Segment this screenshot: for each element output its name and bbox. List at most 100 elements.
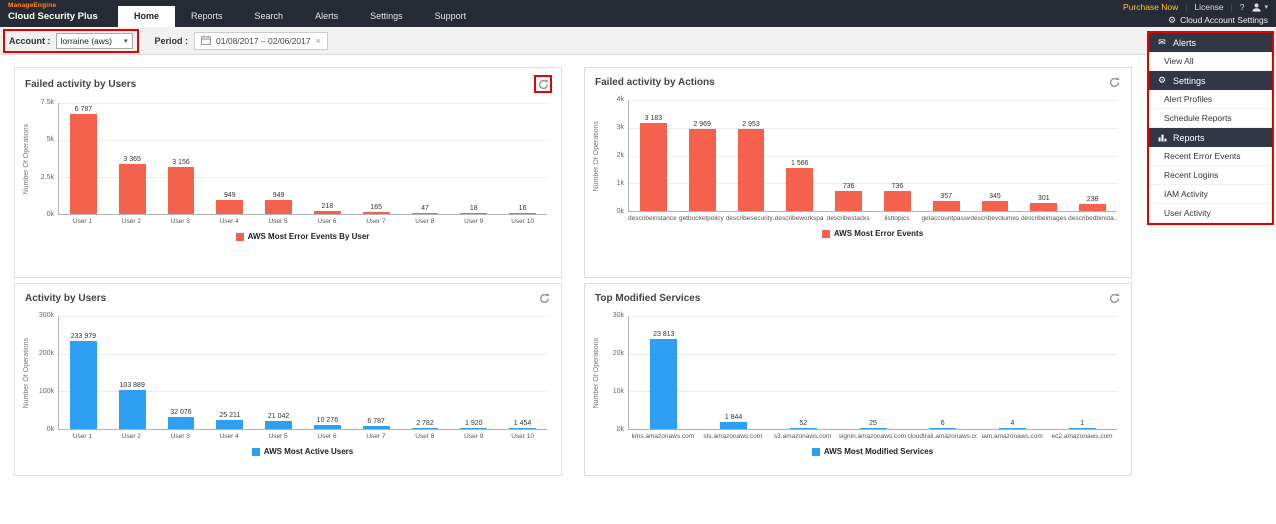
purchase-now-link[interactable]: Purchase Now bbox=[1123, 2, 1179, 12]
chart-bar[interactable] bbox=[509, 428, 536, 429]
bar-group: 301 bbox=[1019, 100, 1068, 211]
x-axis-label: User 3 bbox=[170, 433, 190, 440]
chart-bar[interactable] bbox=[460, 213, 488, 214]
x-axis-label: User 7 bbox=[366, 433, 386, 440]
cloud-account-settings-link[interactable]: ⚙ Cloud Account Settings bbox=[1168, 15, 1268, 26]
account-select[interactable]: lorraine (aws) ▾ bbox=[55, 32, 133, 49]
x-axis-label: describesecurity... bbox=[725, 215, 775, 222]
x-axis-label: User 10 bbox=[511, 433, 534, 440]
chart-bar[interactable] bbox=[265, 199, 292, 214]
bar-value-label: 218 bbox=[321, 202, 334, 210]
license-link[interactable]: License bbox=[1194, 2, 1224, 12]
y-axis-title: Number Of Operations bbox=[593, 120, 600, 192]
chart-bar[interactable] bbox=[789, 428, 817, 429]
chart-bar[interactable] bbox=[265, 421, 292, 429]
refresh-button[interactable] bbox=[1107, 291, 1122, 306]
bar-value-label: 1 bbox=[1080, 420, 1085, 428]
plot-area: 3 183 2 969 2 953 1 566 736 736 357 345 301 238 bbox=[628, 100, 1117, 212]
chart-bar[interactable] bbox=[216, 199, 244, 214]
x-axis-label: User 5 bbox=[268, 433, 288, 440]
nav-tab-search[interactable]: Search bbox=[254, 11, 284, 21]
refresh-button[interactable] bbox=[537, 291, 552, 306]
bar-value-label: 6 bbox=[940, 420, 945, 428]
sidebar-item-recent-error-events[interactable]: Recent Error Events bbox=[1149, 147, 1272, 166]
chart-bar[interactable] bbox=[981, 201, 1009, 211]
y-axis-tick: 3k bbox=[616, 124, 624, 131]
bar-value-label: 52 bbox=[799, 420, 808, 428]
bar-chart-modified-services: Number Of Operations 30k 20k 10k 0k 23 813 1 8… bbox=[585, 312, 1131, 456]
nav-tab-home[interactable]: Home bbox=[118, 6, 176, 27]
bar-value-label: 238 bbox=[1086, 196, 1099, 204]
user-menu[interactable]: ▾ bbox=[1251, 2, 1268, 13]
chart-bar[interactable] bbox=[411, 427, 439, 429]
nav-tab-reports[interactable]: Reports bbox=[191, 11, 223, 21]
chart-bar[interactable] bbox=[1079, 204, 1106, 211]
chart-bar[interactable] bbox=[118, 164, 146, 214]
x-axis-label: User 8 bbox=[415, 433, 435, 440]
x-axis-label: User 7 bbox=[366, 218, 386, 225]
chart-bar[interactable] bbox=[362, 211, 390, 214]
chart-bar[interactable] bbox=[411, 213, 439, 214]
refresh-button[interactable] bbox=[534, 75, 552, 93]
sidebar-item-user-activity[interactable]: User Activity bbox=[1149, 204, 1272, 223]
sidebar-item-view-all[interactable]: View All bbox=[1149, 52, 1272, 71]
gridline bbox=[59, 316, 547, 317]
chart-bar[interactable] bbox=[688, 128, 716, 211]
chart-bar[interactable] bbox=[932, 201, 960, 211]
y-axis-tick: 0k bbox=[616, 208, 624, 215]
sidebar-header-reports[interactable]: Reports bbox=[1149, 128, 1272, 147]
x-axis-label: describevolumes bbox=[970, 215, 1020, 222]
chart-bar[interactable] bbox=[639, 122, 667, 211]
cloud-account-settings-label: Cloud Account Settings bbox=[1180, 15, 1268, 25]
chart-bar[interactable] bbox=[1068, 428, 1096, 429]
brand-manageengine: ManageEngine bbox=[8, 2, 57, 9]
sidebar-item-schedule-reports[interactable]: Schedule Reports bbox=[1149, 109, 1272, 128]
chart-bar[interactable] bbox=[883, 190, 911, 211]
chart-icon bbox=[1157, 133, 1167, 142]
y-axis-tick: 200k bbox=[38, 349, 54, 357]
sidebar-header-settings[interactable]: ⚙ Settings bbox=[1149, 71, 1272, 90]
chart-bar[interactable] bbox=[69, 340, 97, 429]
y-axis-tick: 10k bbox=[612, 387, 624, 395]
bar-group: 2 782 bbox=[401, 316, 450, 429]
y-axis: 300k 200k 100k 0k bbox=[32, 312, 58, 433]
bar-group: 52 bbox=[768, 316, 838, 429]
chart-bar[interactable] bbox=[362, 426, 390, 429]
chart-bar[interactable] bbox=[167, 167, 195, 214]
nav-tab-support[interactable]: Support bbox=[434, 11, 467, 21]
date-range-picker[interactable]: 01/08/2017 – 02/06/2017 × bbox=[194, 31, 328, 50]
refresh-button[interactable] bbox=[1107, 75, 1122, 90]
chart-bar[interactable] bbox=[460, 428, 488, 429]
chart-bar[interactable] bbox=[859, 428, 887, 429]
nav-tab-settings[interactable]: Settings bbox=[370, 11, 403, 21]
chart-bar[interactable] bbox=[720, 422, 748, 429]
nav-tab-alerts[interactable]: Alerts bbox=[315, 11, 339, 21]
chart-bar[interactable] bbox=[835, 190, 862, 211]
chart-bar[interactable] bbox=[929, 428, 957, 429]
chart-bar[interactable] bbox=[118, 389, 146, 429]
bar-group: 218 bbox=[303, 103, 352, 214]
chart-bar[interactable] bbox=[509, 213, 536, 214]
chart-bar[interactable] bbox=[216, 419, 244, 429]
sidebar-item-recent-logins[interactable]: Recent Logins bbox=[1149, 166, 1272, 185]
chart-bar[interactable] bbox=[313, 210, 341, 214]
x-axis-label: User 9 bbox=[464, 433, 484, 440]
chart-bar[interactable] bbox=[650, 339, 678, 429]
chart-title: Failed activity by Users bbox=[25, 78, 137, 90]
clear-icon[interactable]: × bbox=[315, 35, 321, 46]
chart-bar[interactable] bbox=[998, 428, 1026, 429]
bar-group: 949 bbox=[205, 103, 254, 214]
chart-bar[interactable] bbox=[786, 167, 814, 211]
chart-bar[interactable] bbox=[167, 416, 195, 429]
chart-legend: AWS Most Active Users bbox=[58, 447, 547, 456]
chart-bar[interactable] bbox=[1030, 202, 1058, 211]
chart-bar[interactable] bbox=[313, 425, 341, 429]
help-icon[interactable]: ? bbox=[1239, 2, 1245, 12]
bar-group: 25 bbox=[838, 316, 908, 429]
sidebar-header-alerts[interactable]: ✉ Alerts bbox=[1149, 33, 1272, 52]
sidebar-item-alert-profiles[interactable]: Alert Profiles bbox=[1149, 90, 1272, 109]
chart-bar[interactable] bbox=[737, 129, 765, 211]
chart-bar[interactable] bbox=[69, 113, 97, 214]
sidebar-item-iam-activity[interactable]: IAM Activity bbox=[1149, 185, 1272, 204]
y-axis: 30k 20k 10k 0k bbox=[602, 312, 628, 433]
